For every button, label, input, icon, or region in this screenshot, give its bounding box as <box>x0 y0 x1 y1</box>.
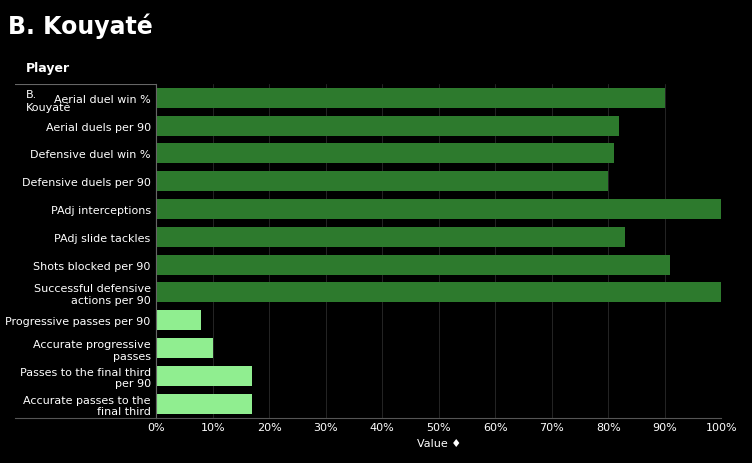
Bar <box>156 116 620 136</box>
Bar <box>156 200 721 219</box>
Bar <box>156 394 252 414</box>
Bar <box>156 172 608 192</box>
Bar <box>156 311 202 331</box>
Bar <box>156 283 721 303</box>
Text: Player: Player <box>26 62 71 75</box>
Text: B.
Kouyaté: B. Kouyaté <box>26 90 71 113</box>
Text: B. Kouyaté: B. Kouyaté <box>8 14 152 39</box>
Bar <box>156 338 213 358</box>
Bar <box>156 227 625 247</box>
Bar <box>156 88 665 108</box>
Bar <box>156 144 614 164</box>
X-axis label: Value ♦: Value ♦ <box>417 438 461 448</box>
Bar <box>156 255 670 275</box>
Bar <box>156 366 252 386</box>
